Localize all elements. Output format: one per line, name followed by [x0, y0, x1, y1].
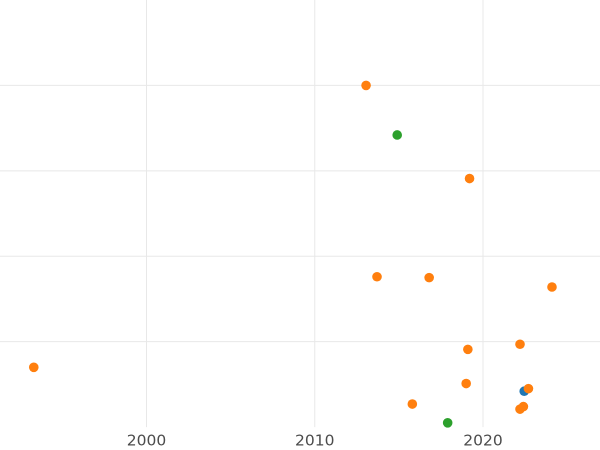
orange-series-point[interactable]: [547, 282, 557, 292]
orange-series-point[interactable]: [461, 378, 471, 389]
x-tick-label: 2000: [127, 432, 166, 450]
x-tick-label: 2010: [295, 432, 334, 450]
orange-series-point[interactable]: [372, 271, 382, 282]
orange-series-point[interactable]: [28, 362, 39, 373]
x-tick-label: 2020: [463, 432, 502, 450]
green-series-point[interactable]: [442, 418, 453, 428]
orange-series-point[interactable]: [361, 80, 371, 91]
orange-series-point[interactable]: [515, 339, 525, 350]
orange-series-point[interactable]: [463, 344, 473, 355]
orange-series-point[interactable]: [424, 272, 434, 283]
orange-series-point[interactable]: [464, 173, 475, 184]
orange-series-point[interactable]: [407, 399, 418, 409]
green-series-point[interactable]: [392, 130, 402, 140]
orange-series-point[interactable]: [523, 383, 534, 394]
orange-series-point[interactable]: [518, 401, 529, 412]
